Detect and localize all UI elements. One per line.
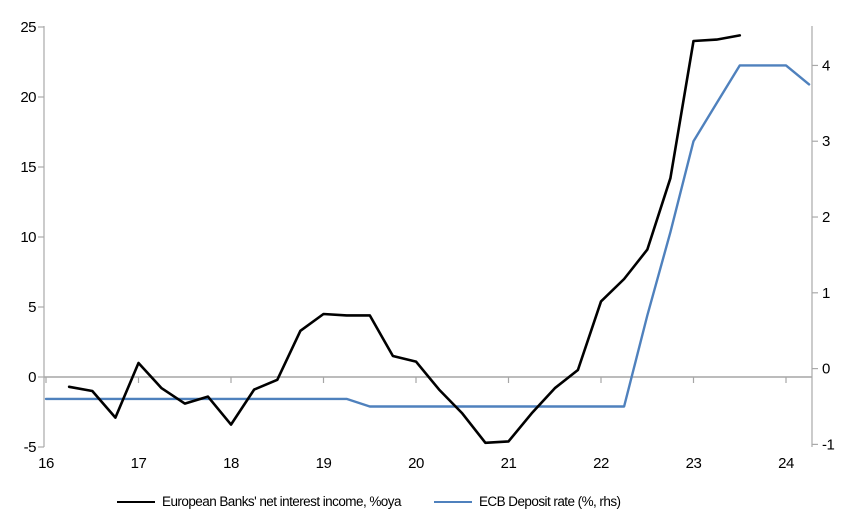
legend-label-nii: European Banks' net interest income, %oy…	[162, 494, 401, 509]
right-axis-label-2: 2	[822, 209, 830, 226]
legend-item-nii: European Banks' net interest income, %oy…	[117, 494, 401, 509]
series-line-net-interest-income	[67, 34, 742, 445]
chart-legend: European Banks' net interest income, %oy…	[117, 494, 621, 509]
right-axis-label-4: 4	[822, 57, 830, 74]
right-axis-label-0: 0	[822, 361, 830, 378]
x-axis-label-20: 20	[408, 455, 424, 472]
x-axis-label-18: 18	[223, 455, 239, 472]
series-line-ecb-deposit-rate	[44, 64, 811, 408]
left-axis-label-25: 25	[20, 19, 36, 36]
left-axis-label-20: 20	[20, 89, 36, 106]
left-axis-label-0: 0	[28, 369, 36, 386]
black-line-swatch	[117, 500, 155, 503]
legend-item-ecb: ECB Deposit rate (%, rhs)	[433, 494, 621, 509]
right-axis-label--1: -1	[822, 436, 834, 453]
x-axis-label-24: 24	[778, 455, 794, 472]
legend-label-ecb: ECB Deposit rate (%, rhs)	[478, 494, 621, 509]
x-axis-label-17: 17	[131, 455, 147, 472]
x-axis-label-22: 22	[593, 455, 609, 472]
x-axis-label-19: 19	[316, 455, 332, 472]
x-axis-label-16: 16	[38, 455, 54, 472]
right-axis-label-3: 3	[822, 133, 830, 150]
left-axis-label--5: -5	[24, 439, 36, 456]
left-axis-label-5: 5	[28, 299, 36, 316]
left-axis-label-10: 10	[20, 229, 36, 246]
x-axis-label-23: 23	[686, 455, 702, 472]
x-axis-label-21: 21	[501, 455, 517, 472]
right-axis-label-1: 1	[822, 285, 830, 302]
blue-line-swatch	[433, 500, 472, 503]
left-axis-label-15: 15	[20, 159, 36, 176]
